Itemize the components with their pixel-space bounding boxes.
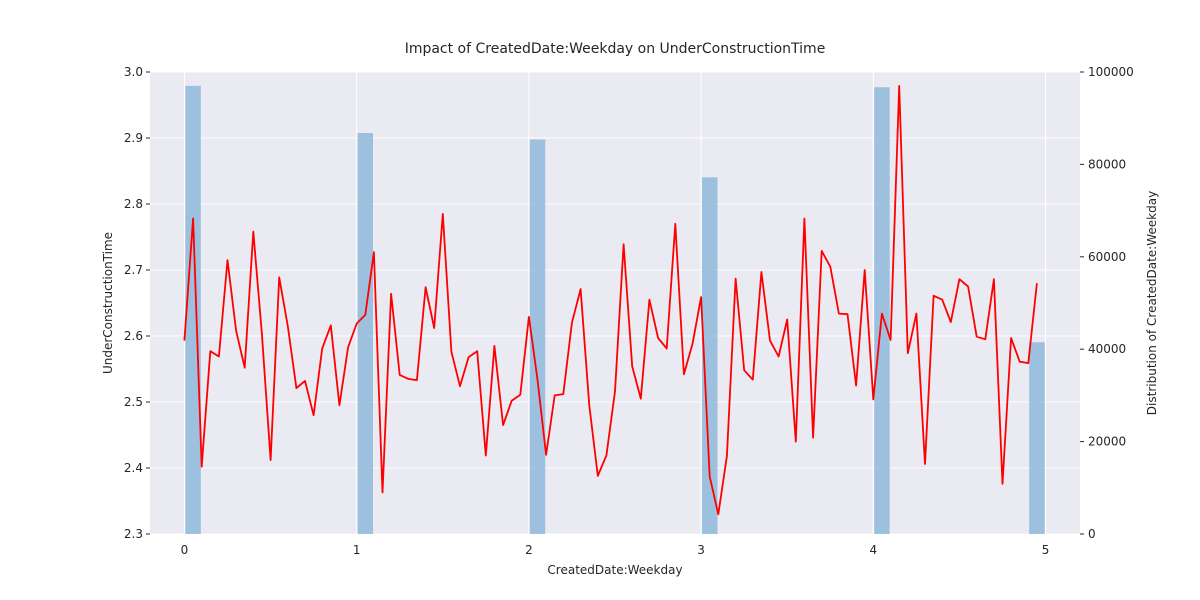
y2-tick-label: 100000 <box>1088 65 1134 79</box>
y2-tick-label: 20000 <box>1088 435 1126 449</box>
histogram-bar <box>529 139 546 534</box>
histogram-bar <box>1029 342 1045 534</box>
y-tick-label: 2.3 <box>124 527 143 541</box>
y-tick-label: 2.7 <box>124 263 143 277</box>
y2-tick-label: 60000 <box>1088 250 1126 264</box>
x-tick-label: 4 <box>870 543 878 557</box>
histogram-bar <box>874 87 890 534</box>
histogram-bar <box>701 177 718 534</box>
gridlines <box>150 71 1080 535</box>
x-tick-label: 3 <box>697 543 705 557</box>
y-tick-label: 2.6 <box>124 329 143 343</box>
y2-tick-label: 40000 <box>1088 342 1126 356</box>
y-tick-label: 3.0 <box>124 65 143 79</box>
line-series <box>183 85 1038 516</box>
x-tick-label: 0 <box>181 543 189 557</box>
y2-axis-label: Distribution of CreatedDate:Weekday <box>1145 191 1159 415</box>
histogram-bar <box>357 132 374 534</box>
x-tick-label: 2 <box>525 543 533 557</box>
x-axis-label: CreatedDate:Weekday <box>547 563 682 577</box>
y-axis-label: UnderConstructionTime <box>101 232 115 374</box>
x-tick-label: 1 <box>353 543 361 557</box>
series-line <box>183 85 1038 516</box>
y-tick-label: 2.4 <box>124 461 143 475</box>
histogram-bars <box>185 85 1045 535</box>
x-tick-label: 5 <box>1042 543 1050 557</box>
y-axis-ticks: 2.3 2.4 2.5 2.6 2.7 2.8 2.9 3.0 <box>124 65 150 541</box>
chart-title: Impact of CreatedDate:Weekday on UnderCo… <box>405 41 826 57</box>
y-tick-label: 2.9 <box>124 131 143 145</box>
y2-axis-ticks: 0 20000 40000 60000 80000 100000 <box>1080 65 1134 541</box>
x-axis-ticks: 0 1 2 3 4 5 <box>181 543 1050 557</box>
histogram-bar <box>185 85 201 535</box>
y-tick-label: 2.8 <box>124 197 143 211</box>
y2-tick-label: 80000 <box>1088 157 1126 171</box>
plot-area-background <box>150 72 1080 534</box>
y2-tick-label: 0 <box>1088 527 1096 541</box>
y-tick-label: 2.5 <box>124 395 143 409</box>
